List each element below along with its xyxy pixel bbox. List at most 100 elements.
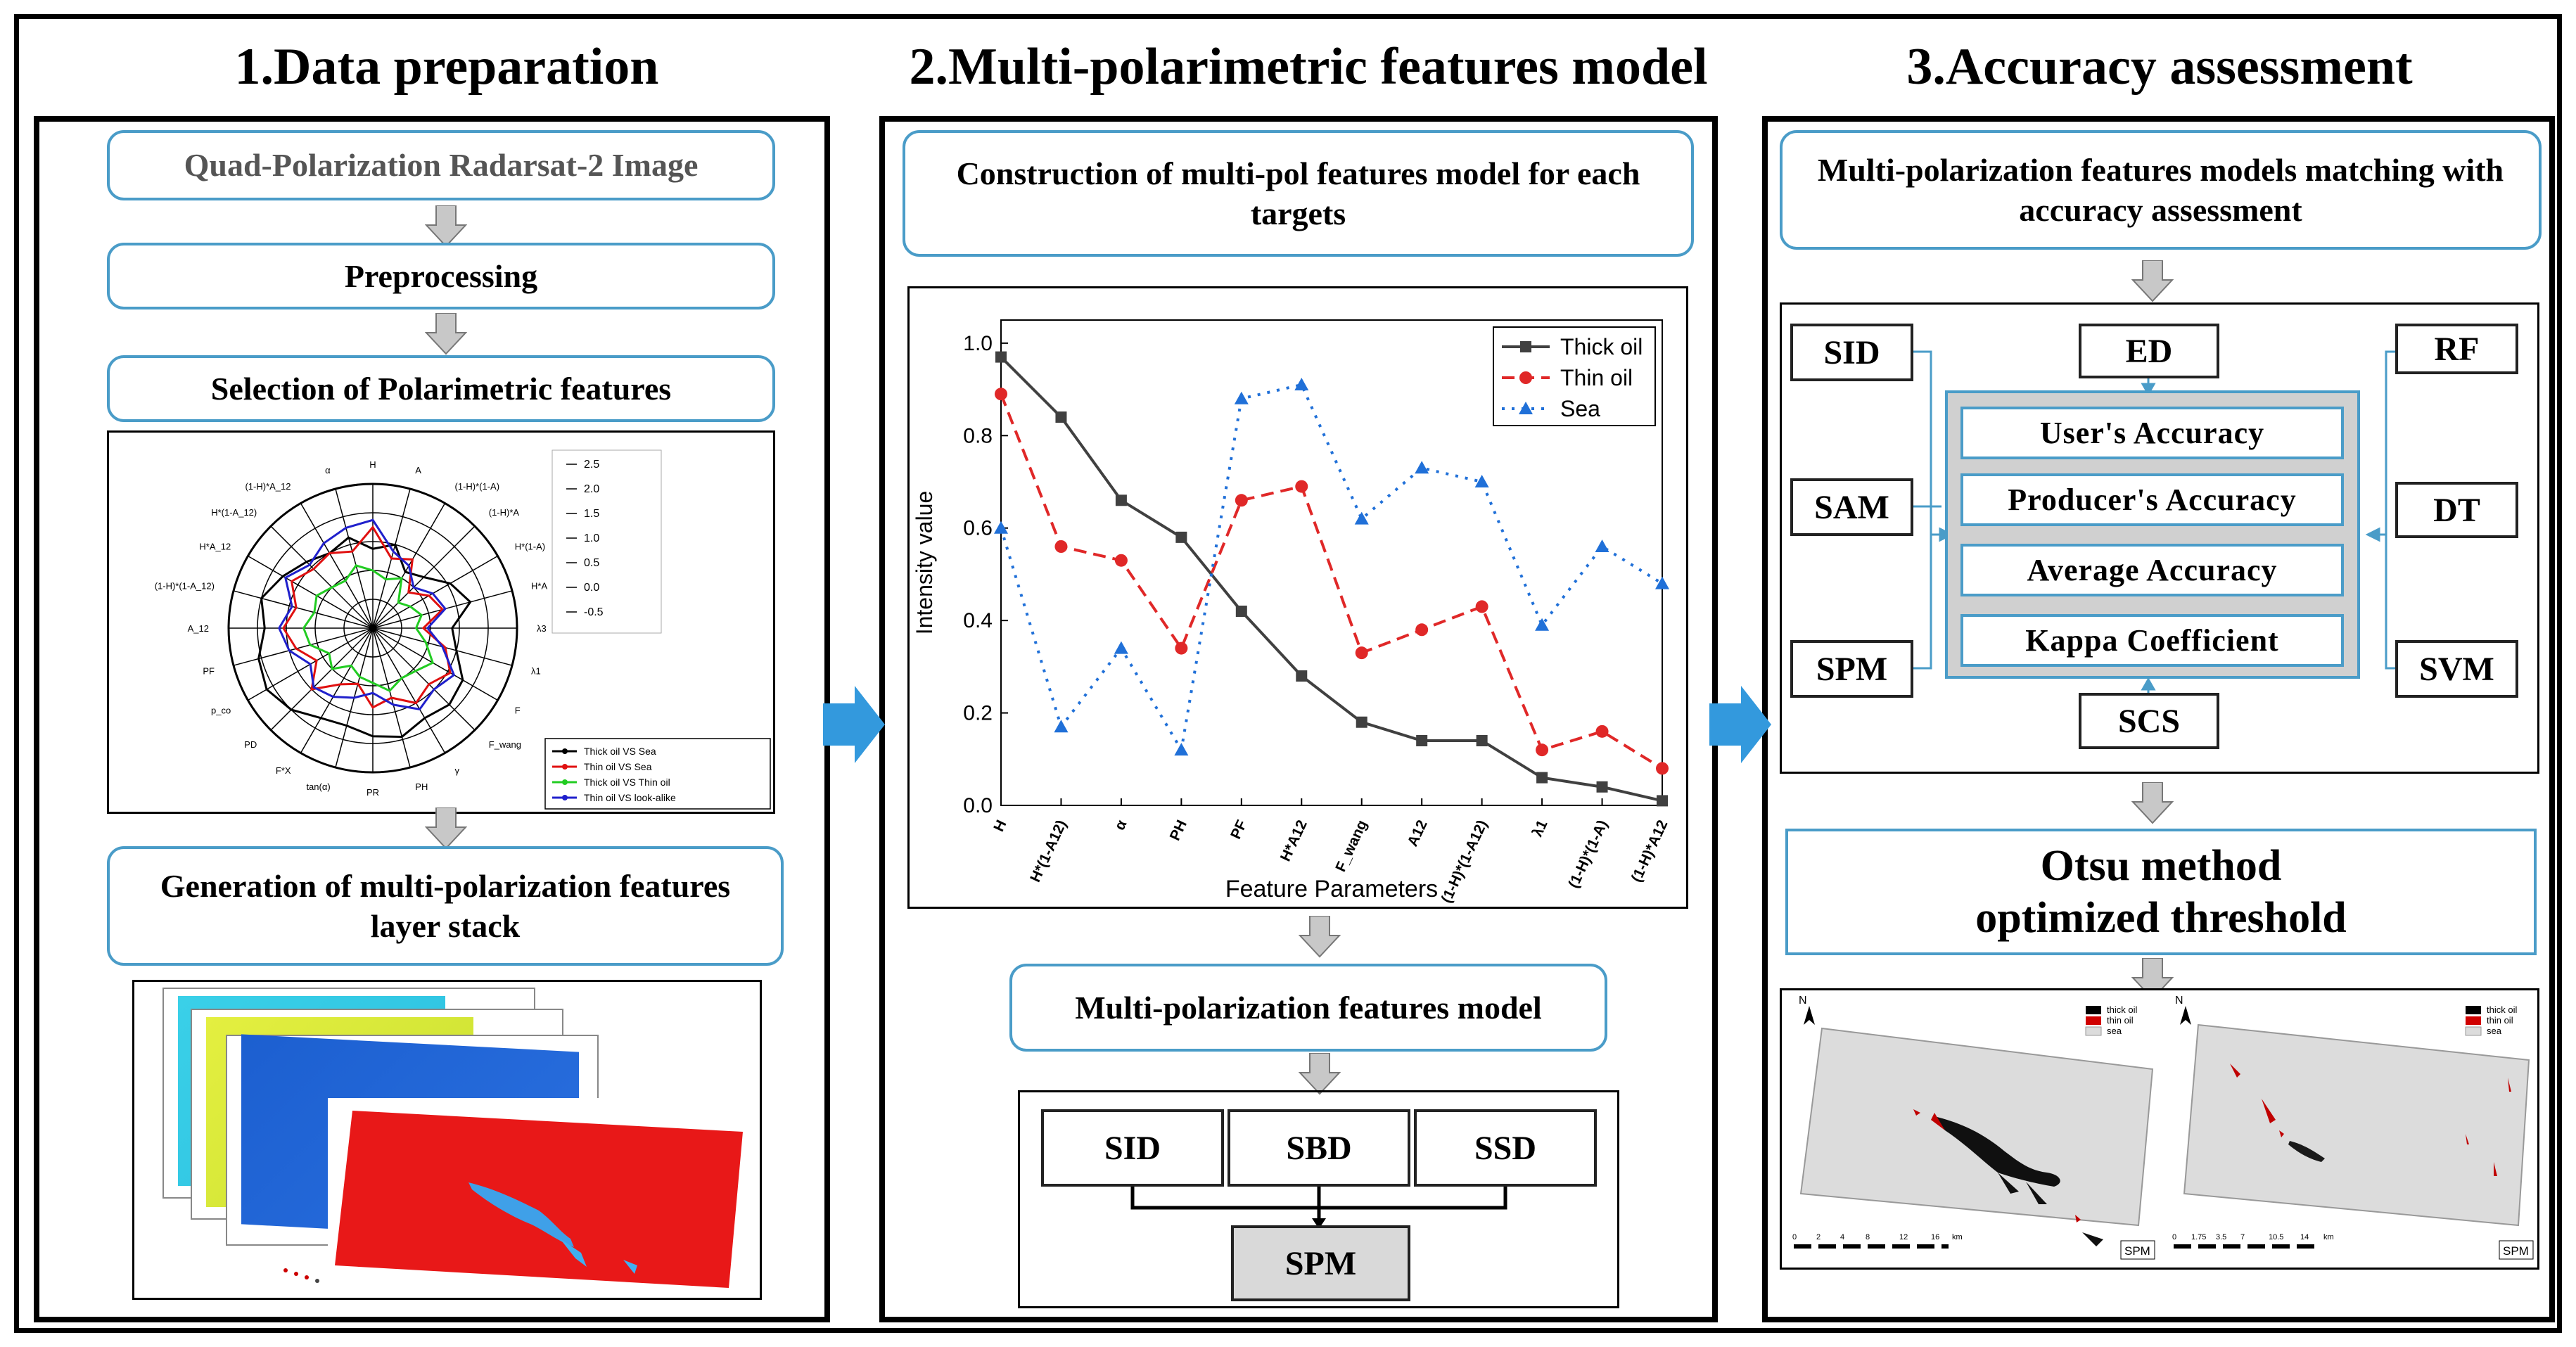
- map1-legend-1: thin oil: [2107, 1015, 2134, 1026]
- radar-scale-label: 1.5: [584, 508, 599, 520]
- map2-label: SPM: [2503, 1244, 2529, 1258]
- radar-series: [257, 536, 472, 738]
- producers-accuracy: Producer's Accuracy: [1960, 473, 2344, 526]
- radar-spoke: [372, 627, 476, 731]
- x-tick-label: PH: [1167, 817, 1190, 843]
- users-accuracy: User's Accuracy: [1960, 407, 2344, 459]
- series-line-thick-oil: [1000, 356, 1663, 803]
- accuracy-assessment-group: [1780, 302, 2539, 774]
- radar-chart: H A (1-H)*(1-A) (1-H)*A H*(1-A) H*A λ3 λ1 F F_wan…: [107, 430, 775, 814]
- data-point: [1656, 762, 1669, 775]
- section-title-features-model: 2.Multi-polarimetric features model: [909, 38, 1708, 96]
- data-point: [1114, 554, 1128, 567]
- data-point: [1416, 735, 1428, 746]
- x-tick-label: α: [1111, 817, 1130, 833]
- radar-axis-label: (1-H)*(1-A): [455, 481, 500, 492]
- radar-legend-label: Thick oil VS Sea: [584, 746, 656, 757]
- radar-legend-label: Thin oil VS Sea: [584, 761, 652, 772]
- y-tick-label: 0.4: [963, 609, 993, 632]
- x-tick-label: H: [990, 817, 1009, 834]
- data-point: [1174, 743, 1189, 756]
- legend-label: Thick oil: [1560, 334, 1643, 359]
- method-dt: DT: [2395, 482, 2518, 538]
- method-scs: SCS: [2079, 693, 2219, 749]
- metric-ssd: SSD: [1414, 1109, 1597, 1187]
- section-title-data-preparation: 1.Data preparation: [234, 38, 659, 96]
- result-map-2: N thick oil thin oil sea 0 1.75 3.5 7 10…: [2163, 993, 2536, 1264]
- radar-scale-label: 2.0: [584, 483, 599, 495]
- radar-legend-label: Thin oil VS look-alike: [584, 792, 676, 803]
- data-point: [1114, 641, 1128, 654]
- x-tick-label: H*(1-A12): [1027, 817, 1070, 884]
- radar-axis-label: PF: [203, 665, 215, 676]
- radar-scale-label: 1.0: [584, 532, 599, 544]
- kappa-coefficient: Kappa Coefficient: [1960, 614, 2344, 667]
- radar-axis-label: H*A_12: [199, 542, 231, 552]
- step-features-model: Multi-polarization features model: [1009, 964, 1607, 1052]
- radar-scale-label: 0.5: [584, 557, 599, 569]
- otsu-line-1: Otsu method: [2040, 841, 2282, 890]
- method-ed: ED: [2079, 324, 2219, 378]
- radar-axis-label: F_wang: [489, 739, 521, 750]
- step-generation-layer-stack: Generation of multi-polarization feature…: [107, 846, 784, 966]
- data-point: [1054, 540, 1068, 553]
- map1-scale-1: 2: [1816, 1233, 1821, 1241]
- data-point: [1474, 475, 1489, 487]
- y-tick-label: 1.0: [963, 332, 993, 355]
- radar-axis-label: (1-H)*(1-A_12): [155, 581, 215, 592]
- radar-axis-label: F*X: [276, 765, 291, 776]
- down-arrow-icon: [425, 313, 467, 355]
- data-point: [1536, 772, 1548, 784]
- radar-axis-label: H*(1-A_12): [211, 507, 257, 518]
- method-spm: SPM: [1790, 640, 1913, 698]
- radar-axis-label: λ1: [531, 665, 541, 676]
- map1-scale-3: 8: [1866, 1233, 1870, 1241]
- x-tick-label: A12: [1405, 817, 1431, 849]
- y-tick-label: 0.6: [963, 517, 993, 540]
- map1-scale-5: 16: [1931, 1233, 1939, 1241]
- radar-legend-marker: [562, 779, 568, 785]
- map2-scale-1: 1.75: [2191, 1233, 2206, 1241]
- metric-box-group: [1018, 1090, 1619, 1308]
- radar-scale-label: -0.5: [584, 606, 604, 618]
- data-point: [1476, 735, 1488, 746]
- down-arrow-icon: [1299, 1053, 1341, 1095]
- radar-axis-label: PR: [366, 787, 379, 798]
- radar-spoke: [270, 627, 374, 731]
- radar-spoke: [248, 555, 374, 629]
- flow-arrow-1-icon: [823, 686, 885, 763]
- stack-dots: [282, 1267, 338, 1283]
- radar-spoke: [300, 503, 374, 629]
- y-tick-label: 0.2: [963, 702, 993, 725]
- radar-legend-marker: [562, 764, 568, 770]
- radar-axis-label: p_co: [211, 706, 231, 716]
- section-title-accuracy-assessment: 3.Accuracy assessment: [1906, 38, 2413, 96]
- method-sid: SID: [1790, 324, 1913, 381]
- radar-spoke: [372, 555, 498, 629]
- map2-scale-6: km: [2323, 1233, 2334, 1241]
- data-point: [994, 521, 1008, 534]
- data-point: [995, 388, 1007, 401]
- line-chart-svg: 0.0 0.2 0.4 0.6 0.8 1.0 H H*(1-A12) α PH PF H*A12 F_…: [912, 319, 1671, 905]
- data-point: [1355, 646, 1368, 660]
- down-arrow-icon: [2131, 260, 2174, 302]
- radar-spoke: [233, 590, 374, 629]
- result-map-1: N thick oil thin oil sea 0 2 4 8 12 16 k…: [1787, 993, 2156, 1264]
- radar-scale-label: 2.5: [584, 459, 599, 471]
- otsu-line-2: optimized threshold: [1975, 894, 2347, 942]
- radar-series: [282, 525, 452, 709]
- x-tick-label: (1-H)*A12: [1628, 817, 1671, 884]
- layer-red: [328, 1098, 750, 1295]
- map1-scale-2: 4: [1840, 1233, 1844, 1241]
- radar-chart-svg: H A (1-H)*(1-A) (1-H)*A H*(1-A) H*A λ3 λ1 F F_wan…: [155, 449, 771, 810]
- data-point: [1235, 606, 1247, 617]
- data-point: [1234, 391, 1249, 404]
- map1-label: SPM: [2124, 1244, 2150, 1258]
- radar-spoke: [372, 627, 446, 753]
- map2-scale-4: 10.5: [2269, 1233, 2283, 1241]
- x-tick-label: (1-H)*(1-A12): [1439, 817, 1491, 905]
- down-arrow-icon: [425, 807, 467, 850]
- radar-spoke: [300, 627, 374, 753]
- flow-arrow-2-icon: [1709, 686, 1771, 763]
- radar-axis-label: PH: [415, 781, 428, 792]
